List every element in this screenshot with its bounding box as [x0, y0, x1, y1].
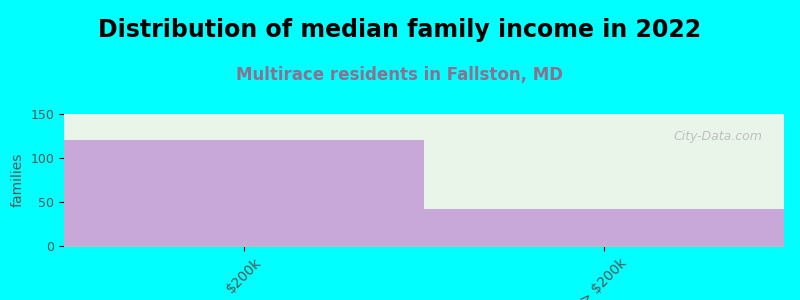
Bar [64, 140, 424, 246]
Bar [424, 114, 784, 246]
Bar [424, 209, 784, 246]
Text: Multirace residents in Fallston, MD: Multirace residents in Fallston, MD [237, 66, 563, 84]
Bar [64, 114, 424, 246]
Y-axis label: families: families [11, 153, 25, 207]
Text: City-Data.com: City-Data.com [674, 130, 762, 143]
Text: Distribution of median family income in 2022: Distribution of median family income in … [98, 18, 702, 42]
